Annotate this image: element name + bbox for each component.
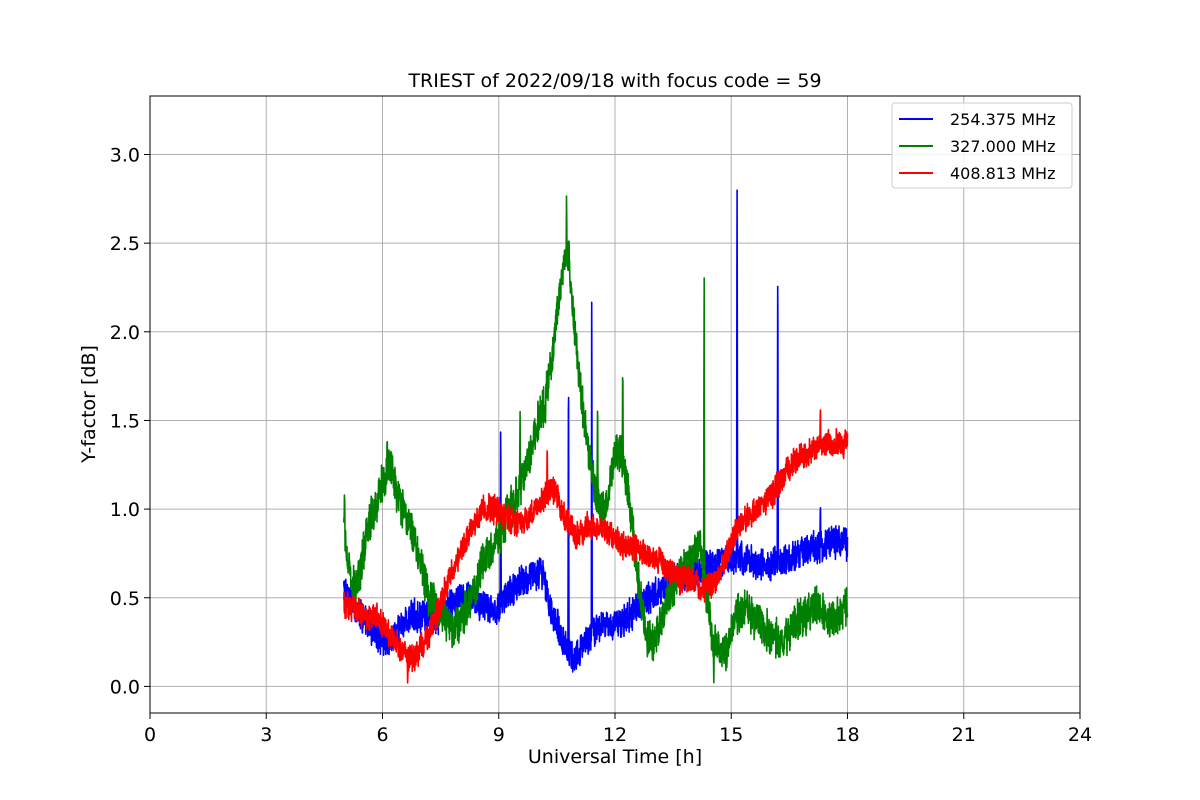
y-tick-label: 2.0 (110, 322, 140, 344)
x-tick-label: 9 (493, 724, 505, 746)
x-tick-label: 3 (260, 724, 272, 746)
ticks: 0 3 6 9 12 15 18 21 24 0.0 0.5 1.0 1.5 2.0 2.5 3.0 (110, 145, 1092, 746)
y-tick-label: 0.0 (110, 676, 140, 698)
series-layer (343, 189, 849, 684)
x-tick-label: 24 (1068, 724, 1092, 746)
chart-title: TRIEST of 2022/09/18 with focus code = 5… (407, 70, 821, 92)
x-axis-label: Universal Time [h] (528, 746, 702, 768)
legend-label-1: 254.375 MHz (950, 110, 1055, 129)
legend-label-2: 327.000 MHz (950, 137, 1055, 156)
x-tick-label: 0 (144, 724, 156, 746)
y-tick-label: 0.5 (110, 588, 140, 610)
y-tick-label: 2.5 (110, 233, 140, 255)
x-tick-label: 6 (376, 724, 388, 746)
series-line-2 (343, 195, 849, 684)
x-tick-label: 21 (952, 724, 976, 746)
y-tick-label: 1.5 (110, 410, 140, 432)
x-tick-label: 15 (719, 724, 743, 746)
y-tick-label: 1.0 (110, 499, 140, 521)
legend-label-3: 408.813 MHz (950, 164, 1055, 183)
x-tick-label: 18 (835, 724, 859, 746)
legend-box (891, 102, 1073, 189)
x-tick-label: 12 (603, 724, 627, 746)
series-line-3 (343, 409, 849, 684)
legend: 254.375 MHz 327.000 MHz 408.813 MHz (891, 102, 1073, 189)
y-axis-label: Y-factor [dB] (78, 345, 100, 464)
y-tick-label: 3.0 (110, 145, 140, 167)
